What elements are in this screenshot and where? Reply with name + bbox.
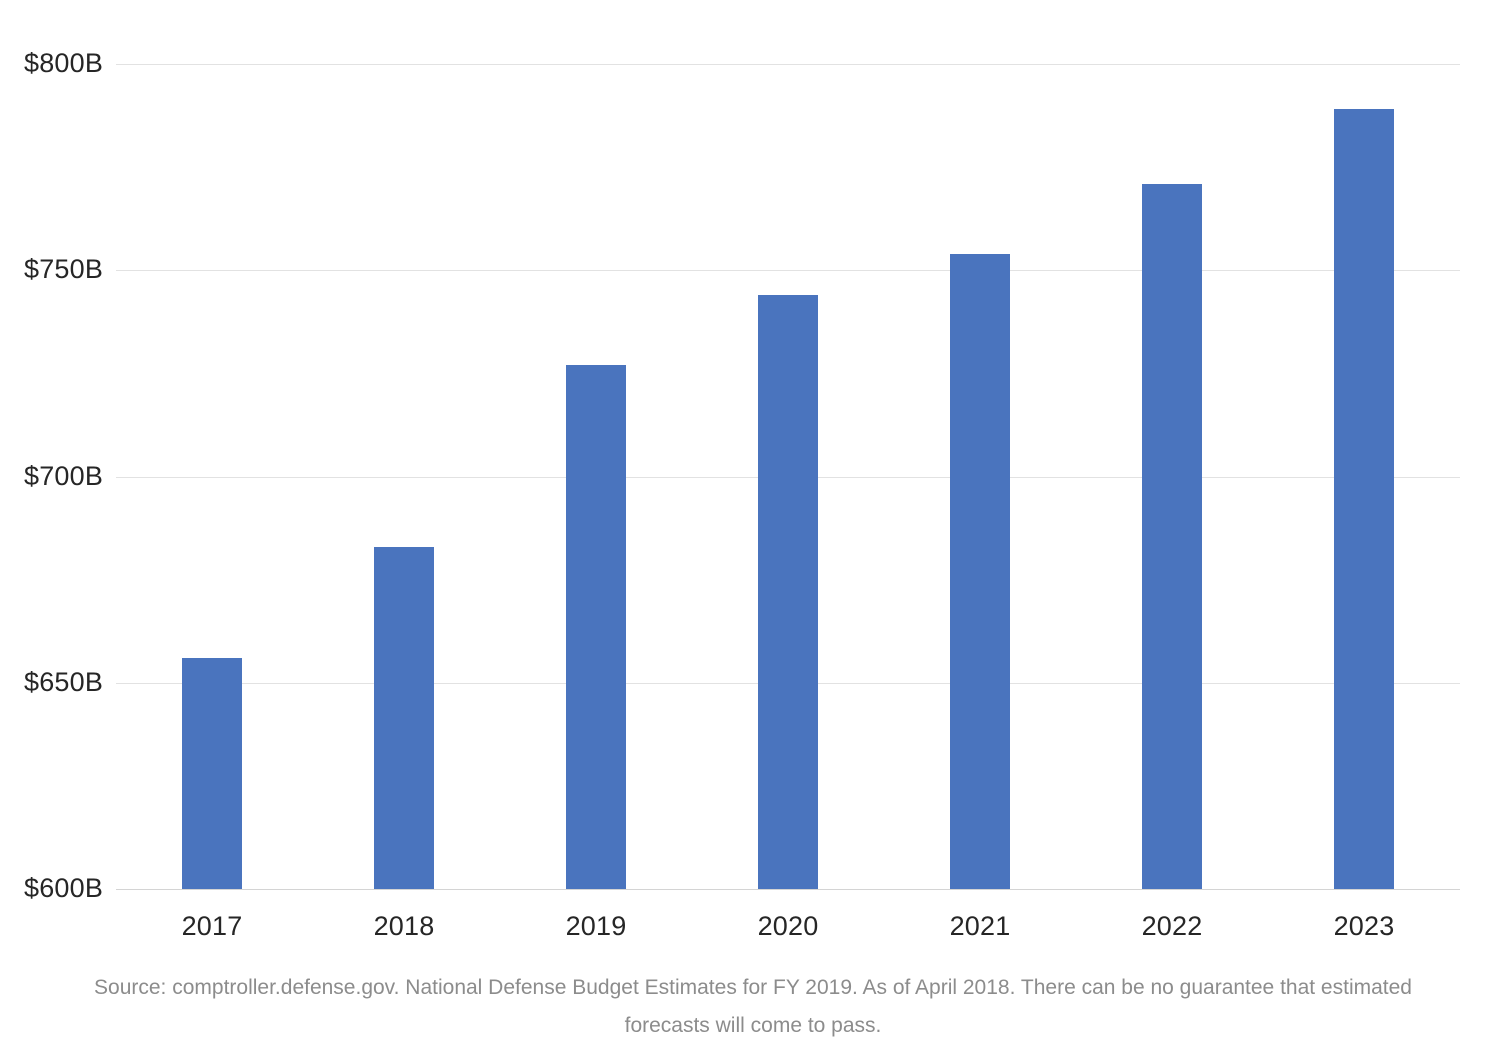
bar-2019 xyxy=(566,365,626,889)
bar-2022 xyxy=(1142,184,1202,889)
y-axis-label: $800B xyxy=(24,48,104,78)
x-axis-label: 2022 xyxy=(1141,911,1203,941)
gridline xyxy=(116,64,1460,65)
y-axis-label: $600B xyxy=(24,873,104,903)
y-axis-label: $750B xyxy=(24,254,104,284)
x-axis-label: 2021 xyxy=(949,911,1011,941)
source-line-2: forecasts will come to pass. xyxy=(624,1014,882,1037)
bar-2018 xyxy=(374,547,434,889)
y-axis-label: $650B xyxy=(24,667,104,697)
source-line-1: Source: comptroller.defense.gov. Nationa… xyxy=(94,976,1412,999)
x-axis-line xyxy=(116,889,1460,890)
x-axis-label: 2019 xyxy=(565,911,627,941)
bar-2023 xyxy=(1334,109,1394,889)
x-axis-label: 2018 xyxy=(373,911,435,941)
source-note: Source: comptroller.defense.gov. Nationa… xyxy=(0,969,1506,1045)
bar-2020 xyxy=(758,295,818,889)
bar-2017 xyxy=(182,658,242,889)
x-axis-label: 2017 xyxy=(181,911,243,941)
bar-2021 xyxy=(950,254,1010,889)
x-axis-label: 2020 xyxy=(757,911,819,941)
x-axis-label: 2023 xyxy=(1333,911,1395,941)
gridline xyxy=(116,270,1460,271)
y-axis-label: $700B xyxy=(24,461,104,491)
